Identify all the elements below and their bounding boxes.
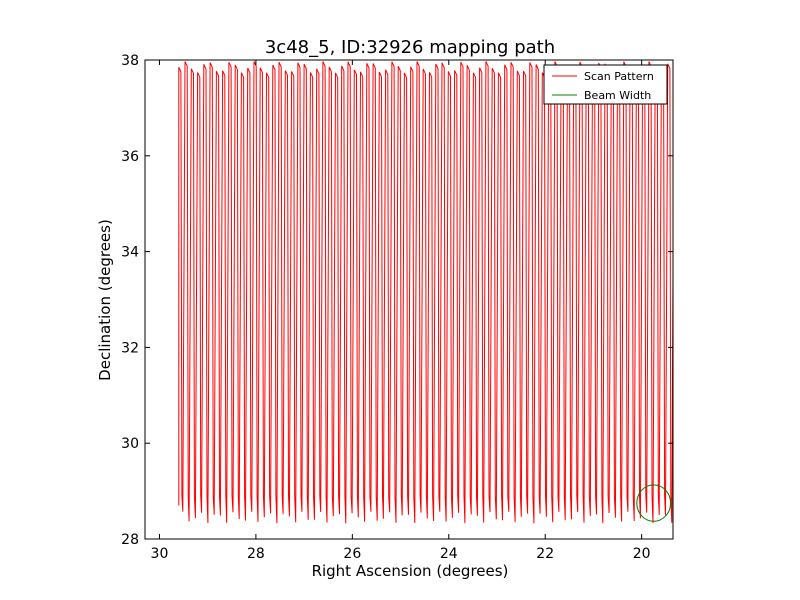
x-tick-label: 28 — [247, 546, 265, 562]
y-tick-label: 30 — [121, 436, 139, 452]
x-axis-label: Right Ascension (degrees) — [312, 562, 509, 580]
x-tick-label: 22 — [536, 546, 554, 562]
legend: Scan Pattern Beam Width — [543, 64, 668, 105]
x-tick-label: 26 — [343, 546, 361, 562]
legend-box — [543, 64, 668, 105]
legend-label-scan-pattern: Scan Pattern — [584, 70, 654, 83]
x-tick-label: 24 — [440, 546, 458, 562]
ticks-layer: 30 28 26 24 22 20 28 30 32 34 36 38 — [121, 53, 673, 562]
y-tick-label: 34 — [121, 245, 139, 261]
chart-title: 3c48_5, ID:32926 mapping path — [265, 37, 555, 58]
x-tick-label: 20 — [633, 546, 651, 562]
y-tick-label: 36 — [121, 149, 139, 165]
legend-label-beam-width: Beam Width — [584, 89, 651, 102]
x-tick-label: 30 — [151, 546, 169, 562]
beam-width-circle — [636, 484, 672, 522]
y-tick-label: 38 — [121, 53, 139, 69]
y-axis-label: Declination (degrees) — [96, 219, 114, 381]
y-tick-label: 32 — [121, 340, 139, 356]
y-tick-label: 28 — [121, 532, 139, 548]
plot-frame — [144, 59, 674, 540]
